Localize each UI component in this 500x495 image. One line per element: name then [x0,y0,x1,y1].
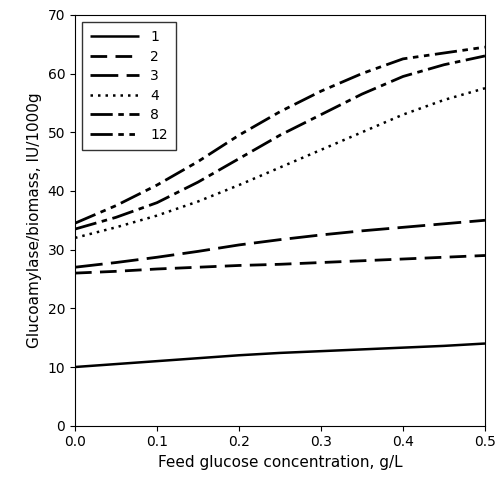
8 [113,214,119,220]
2 [113,268,119,274]
Line: 12: 12 [75,47,485,223]
Line: 2: 2 [75,255,485,273]
4 [400,112,406,118]
12 [482,44,488,50]
1 [236,352,242,358]
4 [318,147,324,153]
3 [72,264,78,270]
8 [277,132,283,138]
12 [277,109,283,115]
2 [236,262,242,268]
12 [236,132,242,138]
12 [400,56,406,62]
8 [318,112,324,118]
2 [482,252,488,258]
12 [441,50,447,56]
4 [72,235,78,241]
Line: 8: 8 [75,56,485,229]
1 [482,341,488,346]
3 [113,259,119,265]
8 [236,156,242,162]
12 [359,71,365,77]
2 [195,264,201,270]
1 [72,364,78,370]
2 [441,254,447,260]
Line: 3: 3 [75,220,485,267]
12 [195,158,201,164]
3 [318,232,324,238]
4 [154,213,160,219]
12 [154,182,160,188]
12 [113,202,119,208]
4 [236,182,242,188]
4 [277,164,283,170]
3 [236,242,242,248]
1 [318,348,324,354]
2 [359,258,365,264]
1 [277,350,283,356]
8 [482,53,488,59]
1 [113,361,119,367]
4 [195,198,201,204]
4 [482,85,488,91]
Y-axis label: Glucoamylase/biomass, IU/1000g: Glucoamylase/biomass, IU/1000g [27,93,42,348]
Legend: 1, 2, 3, 4, 8, 12: 1, 2, 3, 4, 8, 12 [82,22,176,150]
8 [72,226,78,232]
1 [441,343,447,349]
2 [318,259,324,265]
2 [154,266,160,272]
Line: 1: 1 [75,344,485,367]
1 [195,355,201,361]
1 [359,346,365,352]
3 [482,217,488,223]
3 [400,224,406,230]
12 [72,220,78,226]
2 [72,270,78,276]
12 [318,88,324,94]
8 [359,91,365,97]
3 [154,254,160,260]
4 [441,97,447,103]
8 [400,74,406,80]
3 [441,221,447,227]
8 [154,199,160,205]
3 [195,248,201,254]
1 [154,358,160,364]
8 [441,62,447,68]
8 [195,179,201,185]
X-axis label: Feed glucose concentration, g/L: Feed glucose concentration, g/L [158,455,402,470]
3 [359,228,365,234]
1 [400,345,406,350]
4 [113,224,119,230]
2 [400,256,406,262]
3 [277,237,283,243]
2 [277,261,283,267]
4 [359,129,365,135]
Line: 4: 4 [75,88,485,238]
